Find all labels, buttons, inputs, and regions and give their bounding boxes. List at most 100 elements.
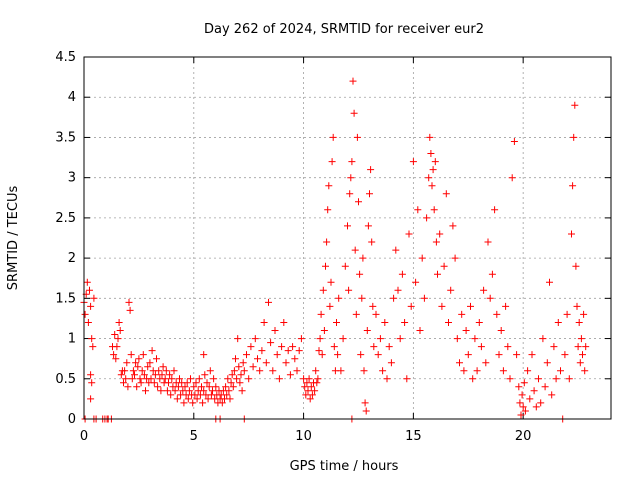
data-point [153,355,160,363]
data-point [574,343,582,351]
data-point [355,198,362,206]
data-point [425,174,433,182]
y-tick-label: 2 [68,251,76,266]
data-point [297,335,305,343]
data-point [112,355,120,363]
data-point [260,319,268,326]
data-point [195,375,203,383]
data-point [305,375,313,383]
data-point [396,335,404,343]
data-point [113,343,121,351]
data-point [318,351,326,359]
data-point [267,339,275,347]
data-point [307,383,315,391]
data-point [352,310,360,318]
data-point [222,383,230,391]
data-point [315,347,323,355]
data-point [229,383,237,391]
data-point [258,347,266,355]
data-point [269,367,277,375]
data-point [358,294,366,302]
data-point [251,335,259,343]
data-point [286,371,294,379]
y-tick-label: 3.5 [55,130,76,145]
y-tick-label: 1.5 [55,291,76,306]
data-point [385,343,393,351]
x-tick-label: 15 [405,429,422,444]
data-point [581,367,589,375]
data-point [209,387,216,395]
data-point [353,133,361,141]
data-point [320,327,328,334]
data-point [293,367,301,375]
data-point [116,327,124,334]
data-point [280,319,288,326]
data-point [138,367,146,375]
data-point [132,359,140,367]
data-point [383,375,391,383]
data-point [442,190,450,198]
data-point [449,222,457,230]
data-point [493,310,501,318]
x-axis-label: GPS time / hours [290,459,399,474]
data-point [347,174,355,182]
data-point [174,383,182,391]
data-point [306,395,314,403]
data-point [548,391,556,399]
data-point [519,403,527,411]
data-point [235,363,243,371]
data-point [569,182,577,190]
y-tick-label: 0.5 [55,372,76,387]
data-point [120,379,127,387]
data-point [341,262,349,270]
data-point [81,310,89,318]
chart-title: Day 262 of 2024, SRMTID for receiver eur… [204,22,484,37]
data-point [502,302,510,310]
data-point [480,286,488,294]
data-point [212,383,220,391]
data-point [326,302,334,310]
data-point [335,294,343,302]
data-point [530,387,538,395]
data-point [84,319,92,326]
data-point [506,375,514,383]
data-point [387,359,395,367]
data-point [179,387,187,395]
x-tick-label: 10 [295,429,312,444]
data-point [482,359,490,367]
data-point [451,254,459,262]
data-point [133,383,141,391]
data-point [554,319,562,326]
data-point [379,367,387,375]
data-point [436,230,444,238]
data-point [129,367,137,375]
data-point [401,319,409,326]
data-point [510,138,518,145]
data-point [135,355,143,363]
data-point [150,379,158,387]
data-point [518,391,526,399]
data-point [87,302,95,310]
data-point [488,270,496,278]
data-point [486,294,494,302]
data-point [376,335,384,343]
data-point [532,403,540,411]
data-point [139,351,147,359]
data-point [86,286,93,294]
data-point [456,359,463,367]
data-point [88,335,96,343]
data-point [227,379,235,387]
data-point [350,109,358,117]
data-point [122,375,130,383]
data-point [90,294,98,302]
data-point [311,387,319,395]
data-point [438,302,446,310]
data-point [561,351,569,359]
data-point [429,166,437,174]
data-point [115,319,123,326]
data-point [334,351,342,359]
plot-frame [83,56,612,420]
data-point [124,383,132,391]
data-point [447,286,455,294]
y-tick-label: 3 [68,171,76,186]
